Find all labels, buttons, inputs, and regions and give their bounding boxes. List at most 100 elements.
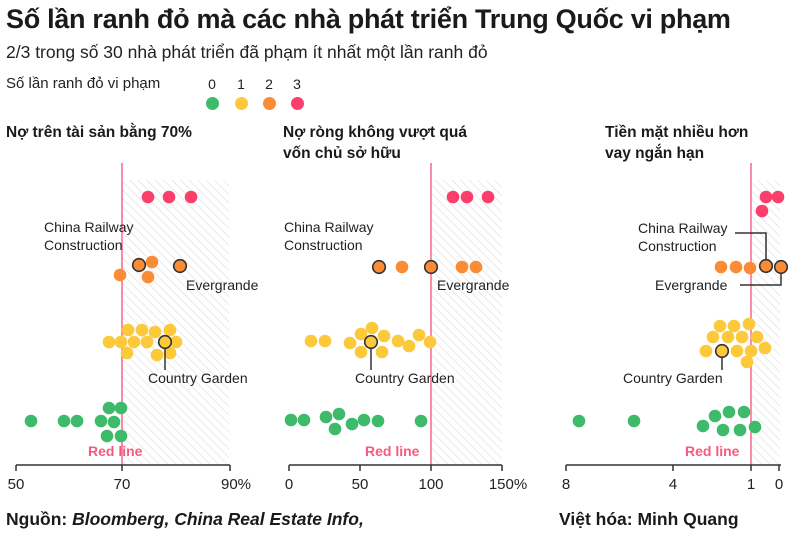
highlighted-data-point xyxy=(758,258,774,274)
legend-item-0: 0 xyxy=(202,76,222,110)
data-point xyxy=(304,334,318,348)
red-line-label: Red line xyxy=(365,443,420,459)
legend-item-label: 2 xyxy=(265,76,273,92)
data-point xyxy=(354,327,368,341)
x-axis-tick-label: 4 xyxy=(669,476,677,493)
data-point xyxy=(162,190,176,204)
data-point xyxy=(721,330,735,344)
x-axis-tick-label: 50 xyxy=(352,476,369,493)
data-point xyxy=(750,330,764,344)
data-point xyxy=(755,204,769,218)
panel-title-line: vốn chủ sở hữu xyxy=(283,145,401,162)
data-point xyxy=(141,190,155,204)
data-point xyxy=(469,260,483,274)
data-point xyxy=(284,413,298,427)
panel-title-line: Nợ trên tài sản bằng 70% xyxy=(6,124,192,141)
data-point xyxy=(141,270,155,284)
data-point xyxy=(102,401,116,415)
data-point xyxy=(94,414,108,428)
highlighted-data-point xyxy=(773,259,789,275)
credit-note: Việt hóa: Minh Quang xyxy=(559,509,739,529)
legend-item-3: 3 xyxy=(287,76,307,110)
data-point xyxy=(57,414,71,428)
legend-item-1: 1 xyxy=(231,76,251,110)
source-note: Nguồn: Bloomberg, China Real Estate Info… xyxy=(6,509,364,530)
data-point xyxy=(481,190,495,204)
highlighted-data-point xyxy=(172,258,188,274)
source-text: Bloomberg, China Real Estate Info, xyxy=(72,509,364,529)
data-point xyxy=(402,339,416,353)
legend-item-label: 0 xyxy=(208,76,216,92)
data-point xyxy=(743,261,757,275)
annotation-label: Construction xyxy=(638,238,717,254)
data-point xyxy=(121,323,135,337)
data-point xyxy=(708,409,722,423)
data-point xyxy=(759,190,773,204)
red-line-label: Red line xyxy=(88,443,143,459)
data-point xyxy=(377,329,391,343)
data-point xyxy=(70,414,84,428)
data-point xyxy=(714,260,728,274)
annotation-leader-line xyxy=(740,273,782,286)
legend-item-label: 3 xyxy=(293,76,301,92)
annotation-label: China Railway xyxy=(284,219,373,235)
orange-dot-icon xyxy=(262,97,276,110)
data-point xyxy=(758,341,772,355)
data-point xyxy=(169,335,183,349)
data-point xyxy=(148,325,162,339)
data-point xyxy=(414,414,428,428)
violation-zone-hatch xyxy=(751,180,780,465)
panel-title-line: vay ngắn hạn xyxy=(605,145,705,162)
data-point xyxy=(729,260,743,274)
data-point xyxy=(446,190,460,204)
x-axis-tick-label: 0 xyxy=(775,476,783,493)
data-point xyxy=(735,330,749,344)
data-point xyxy=(733,423,747,437)
data-point xyxy=(102,335,116,349)
panel-title-line: Tiền mặt nhiều hơn xyxy=(605,124,749,141)
highlighted-data-point xyxy=(714,343,730,359)
data-point xyxy=(163,323,177,337)
data-point xyxy=(365,321,379,335)
panel-title-1: Nợ trên tài sản bằng 70% xyxy=(6,122,192,143)
data-point xyxy=(184,190,198,204)
data-point xyxy=(742,317,756,331)
annotation-label: China Railway xyxy=(44,219,133,235)
data-point xyxy=(345,417,359,431)
data-point xyxy=(730,344,744,358)
annotation-label: Evergrande xyxy=(186,277,259,293)
data-point xyxy=(127,335,141,349)
chart-subtitle: 2/3 trong số 30 nhà phát triển đã phạm í… xyxy=(6,42,488,62)
x-axis-tick-label: 0 xyxy=(285,476,293,493)
data-point xyxy=(343,336,357,350)
data-point xyxy=(332,407,346,421)
data-point xyxy=(627,414,641,428)
highlighted-data-point xyxy=(363,334,379,350)
data-point xyxy=(297,413,311,427)
data-point xyxy=(319,410,333,424)
legend-item-2: 2 xyxy=(259,76,279,110)
data-point xyxy=(423,335,437,349)
data-point xyxy=(716,423,730,437)
annotation-label: Construction xyxy=(44,237,123,253)
data-point xyxy=(722,405,736,419)
highlighted-data-point xyxy=(131,257,147,273)
data-point xyxy=(120,346,134,360)
data-point xyxy=(150,348,164,362)
highlighted-data-point xyxy=(371,259,387,275)
x-axis-tick-label: 90% xyxy=(221,476,251,493)
annotation-label: Country Garden xyxy=(355,370,455,386)
panel-title-3: Tiền mặt nhiều hơn vay ngắn hạn xyxy=(605,122,748,164)
source-label: Nguồn: xyxy=(6,509,68,529)
x-axis-tick-label: 70 xyxy=(114,476,131,493)
annotation-label: Evergrande xyxy=(655,277,728,293)
green-dot-icon xyxy=(205,97,219,110)
x-axis-tick-label: 1 xyxy=(747,476,755,493)
data-point xyxy=(696,419,710,433)
data-point xyxy=(114,429,128,443)
data-point xyxy=(328,422,342,436)
annotation-leader-line xyxy=(735,232,767,260)
highlighted-data-point xyxy=(157,334,173,350)
red-dot-icon xyxy=(290,97,304,110)
